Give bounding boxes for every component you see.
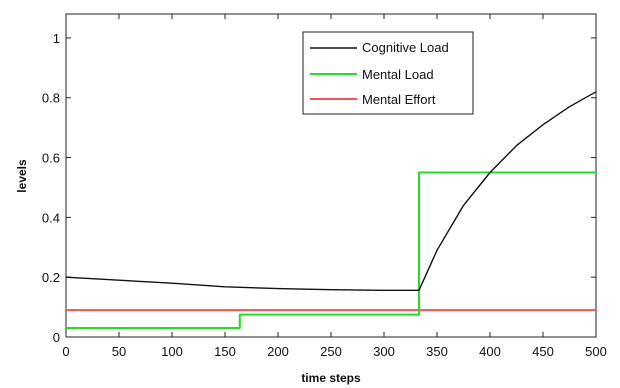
x-tick-label: 200 [267, 344, 289, 359]
series-line-cognitive-load [65, 91, 597, 291]
legend: Cognitive Load Mental Load Mental Effort [302, 31, 474, 115]
x-tick-label: 100 [161, 344, 183, 359]
x-tick-label: 400 [479, 344, 501, 359]
legend-label-mental-effort: Mental Effort [362, 92, 436, 107]
y-tick-label: 0 [53, 330, 60, 345]
legend-label-cognitive-load: Cognitive Load [362, 40, 449, 55]
x-tick-label: 500 [585, 344, 607, 359]
x-tick-label: 250 [320, 344, 342, 359]
y-tick-label: 0.4 [42, 210, 60, 225]
y-tick-label: 1 [53, 31, 60, 46]
y-tick-label: 0.2 [42, 270, 60, 285]
y-tick-label: 0.8 [42, 91, 60, 106]
x-tick-label: 50 [112, 344, 126, 359]
x-tick-label: 0 [62, 344, 69, 359]
x-tick-label: 150 [214, 344, 236, 359]
y-tick-label: 0.6 [42, 151, 60, 166]
x-tick-label: 300 [373, 344, 395, 359]
axis-ticks: 0 50 100 150 200 250 300 350 400 450 500 0 0.2 0.4 0.6… [42, 14, 607, 359]
x-tick-label: 350 [426, 344, 448, 359]
legend-label-mental-load: Mental Load [362, 67, 434, 82]
series-line-mental-load [66, 171, 596, 329]
series-layer [65, 91, 597, 329]
x-axis-title: time steps [301, 371, 361, 385]
y-axis-title: levels [15, 159, 29, 193]
x-tick-label: 450 [532, 344, 554, 359]
